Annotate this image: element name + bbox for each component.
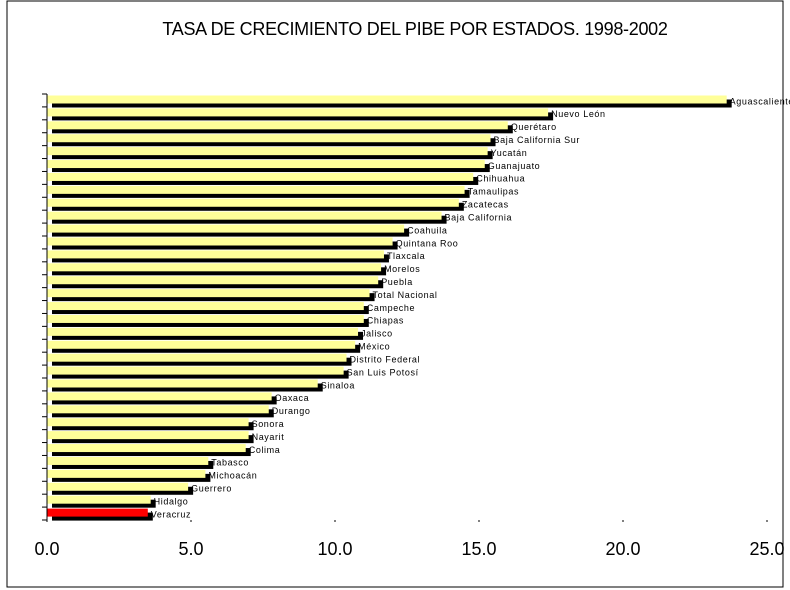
bar-label: Hidalgo (154, 496, 189, 506)
bar-label: Nayarit (252, 432, 285, 442)
bar-label: Chihuahua (476, 174, 525, 184)
bar-label: Coahuila (407, 225, 447, 235)
bar (47, 302, 364, 311)
bar-label: San Luis Potosí (347, 367, 419, 377)
bar-label: Zacatecas (462, 200, 509, 210)
bar-label: Veracruz (151, 509, 191, 519)
bar-label: Oaxaca (275, 393, 310, 403)
bar (47, 444, 246, 453)
bar-label: Querétaro (511, 122, 557, 132)
bar (47, 431, 249, 440)
bar-label: Baja California (445, 212, 513, 222)
chart-title: TASA DE CRECIMIENTO DEL PIBE POR ESTADOS… (162, 19, 667, 39)
bar (47, 185, 465, 194)
x-tick-label: 0.0 (34, 539, 59, 559)
bar (47, 250, 384, 259)
bar-label: Sonora (252, 419, 285, 429)
bar-label: Tlaxcala (387, 251, 425, 261)
bar (47, 314, 364, 323)
bar (47, 469, 206, 478)
x-tick-label: 5.0 (178, 539, 203, 559)
bar (47, 160, 485, 169)
bar (47, 211, 442, 220)
bar (47, 108, 549, 117)
bar (47, 147, 488, 156)
bar (47, 482, 189, 491)
bar-label: México (358, 342, 390, 352)
bar-label: Puebla (381, 277, 413, 287)
bar (47, 366, 344, 375)
bar (47, 95, 727, 104)
x-tick-label: 10.0 (317, 539, 352, 559)
bar (47, 392, 272, 401)
bar-label: Yucatán (491, 148, 528, 158)
bar (47, 353, 347, 362)
bar-label: Campeche (367, 303, 415, 313)
bar (47, 276, 379, 285)
bar-label: Michoacán (208, 471, 257, 481)
bar-label: Chiapas (367, 316, 404, 326)
bar (47, 289, 370, 298)
bar-label: Tabasco (211, 458, 249, 468)
bar (47, 237, 393, 246)
bar (47, 134, 491, 143)
bar-label: Aguascalientes (730, 96, 790, 106)
bar-label: Colima (249, 445, 281, 455)
bar (47, 379, 318, 388)
bar-label: Distrito Federal (350, 354, 421, 364)
bar-label: Quintana Roo (396, 238, 459, 248)
bar (47, 495, 151, 504)
bar-label: Guanajuato (488, 161, 541, 171)
x-tick-label: 25.0 (749, 539, 784, 559)
bar-label: Tamaulipas (468, 187, 520, 197)
bar-label: Nuevo León (551, 109, 606, 119)
bar (47, 418, 249, 427)
bar-label: Morelos (384, 264, 420, 274)
bar (47, 198, 459, 207)
bar-label: Total Nacional (373, 290, 438, 300)
bar (47, 340, 356, 349)
bar (47, 456, 209, 465)
x-tick-label: 15.0 (461, 539, 496, 559)
x-tick-label: 20.0 (605, 539, 640, 559)
bar-label: Jalisco (361, 329, 393, 339)
bar (47, 121, 508, 130)
bar (47, 327, 359, 336)
bar (47, 224, 405, 233)
bar-label: Sinaloa (321, 380, 355, 390)
bar (47, 405, 269, 414)
bar (47, 508, 148, 517)
bar-label: Guerrero (191, 484, 232, 494)
bar (47, 172, 474, 181)
bar-label: Baja California Sur (494, 135, 580, 145)
bar (47, 263, 382, 272)
bar-label: Durango (272, 406, 311, 416)
